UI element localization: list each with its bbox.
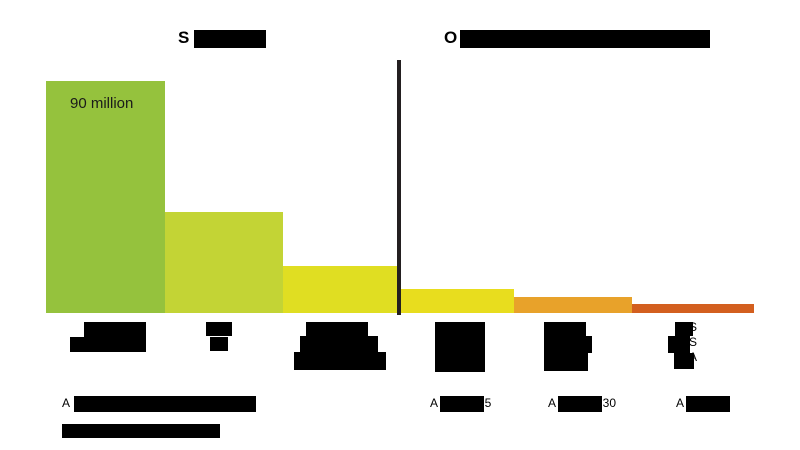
- label-redaction-6-2: [668, 336, 690, 353]
- bar-1[interactable]: 90 million: [46, 81, 165, 313]
- ahi-annotation-4: A: [676, 396, 685, 410]
- label-redaction-6-1: [675, 322, 693, 336]
- group-title-snoring: S: [178, 28, 190, 47]
- bar-6[interactable]: [632, 304, 754, 313]
- bar-2[interactable]: [165, 212, 283, 313]
- label-redaction-3-2: [300, 336, 378, 352]
- label-redaction-2-2: [210, 337, 228, 351]
- label-redaction-4-1: [435, 322, 485, 372]
- label-redaction-3-3: [294, 352, 386, 370]
- footnote-redaction: [62, 424, 220, 438]
- title-redaction-right: [460, 30, 710, 48]
- title-redaction-left: [194, 30, 266, 48]
- bar-4[interactable]: [400, 289, 514, 313]
- label-redaction-5-1: [544, 322, 586, 336]
- label-redaction-5-3: [544, 353, 588, 371]
- label-redaction-6-3: [674, 353, 694, 369]
- ahi-redaction-3: [558, 396, 602, 412]
- section-divider: [397, 60, 401, 315]
- label-redaction-1-2: [70, 337, 146, 352]
- bar-value-label: 90 million: [70, 95, 134, 112]
- bar-5[interactable]: [514, 297, 632, 313]
- label-redaction-2-1: [206, 322, 232, 336]
- label-redaction-3-1: [306, 322, 368, 336]
- ahi-redaction-1: [74, 396, 256, 412]
- label-redaction-1-1: [84, 322, 146, 337]
- group-title-obstructive-sleep-apnea: O: [444, 28, 458, 47]
- ahi-redaction-2: [440, 396, 484, 412]
- label-redaction-5-2: [544, 336, 592, 353]
- ahi-redaction-4: [686, 396, 730, 412]
- bar-3[interactable]: [283, 266, 397, 313]
